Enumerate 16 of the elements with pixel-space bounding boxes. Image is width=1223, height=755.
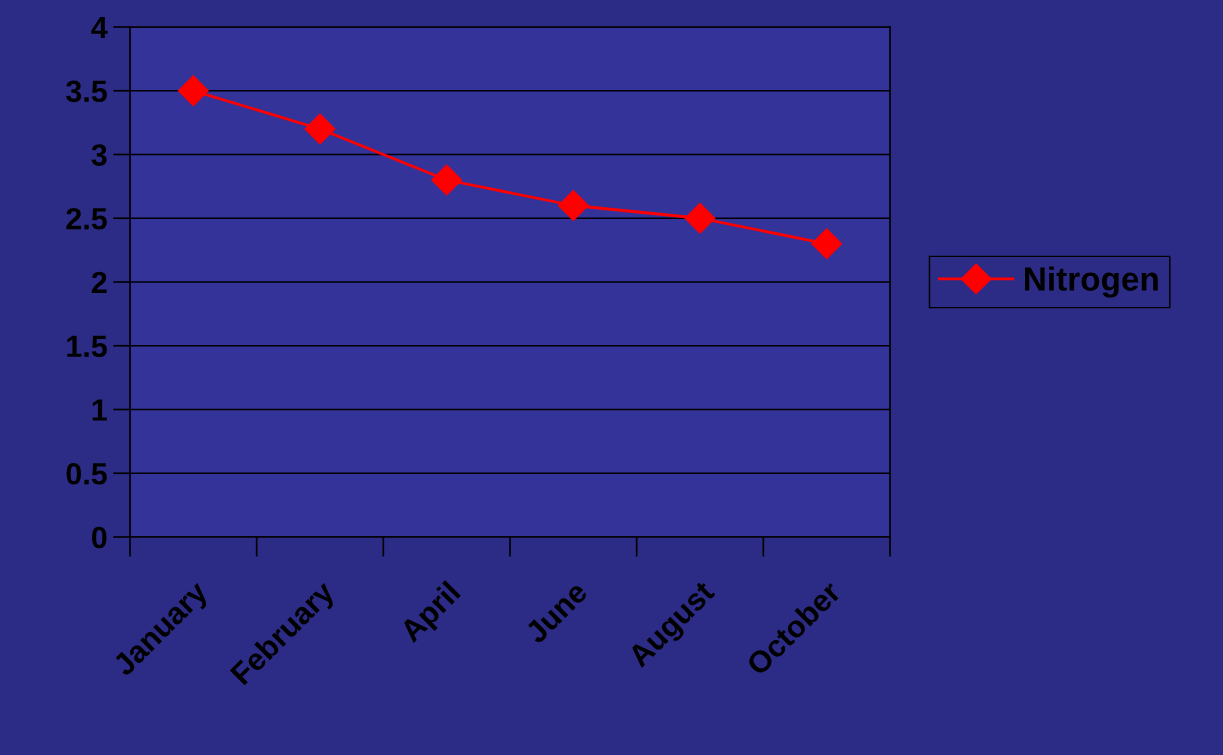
y-tick-label: 3.5 <box>66 80 107 103</box>
point <box>431 164 463 196</box>
y-tick-label: 3 <box>91 144 107 166</box>
point <box>684 202 716 234</box>
y-tick-label: 1.5 <box>67 335 107 358</box>
y-tick-label: 0 <box>91 526 107 549</box>
y-tick-label: 0.5 <box>66 462 107 485</box>
y-tick-label: 2.5 <box>66 207 107 230</box>
point <box>557 190 589 221</box>
y-tick-label: 1 <box>92 399 107 421</box>
legend-label: Nitrogen <box>1025 266 1158 298</box>
y-tick-label: 2 <box>91 271 107 294</box>
point <box>177 75 209 107</box>
point <box>304 113 336 145</box>
point <box>811 228 843 260</box>
y-tick-label: 4 <box>91 17 108 39</box>
